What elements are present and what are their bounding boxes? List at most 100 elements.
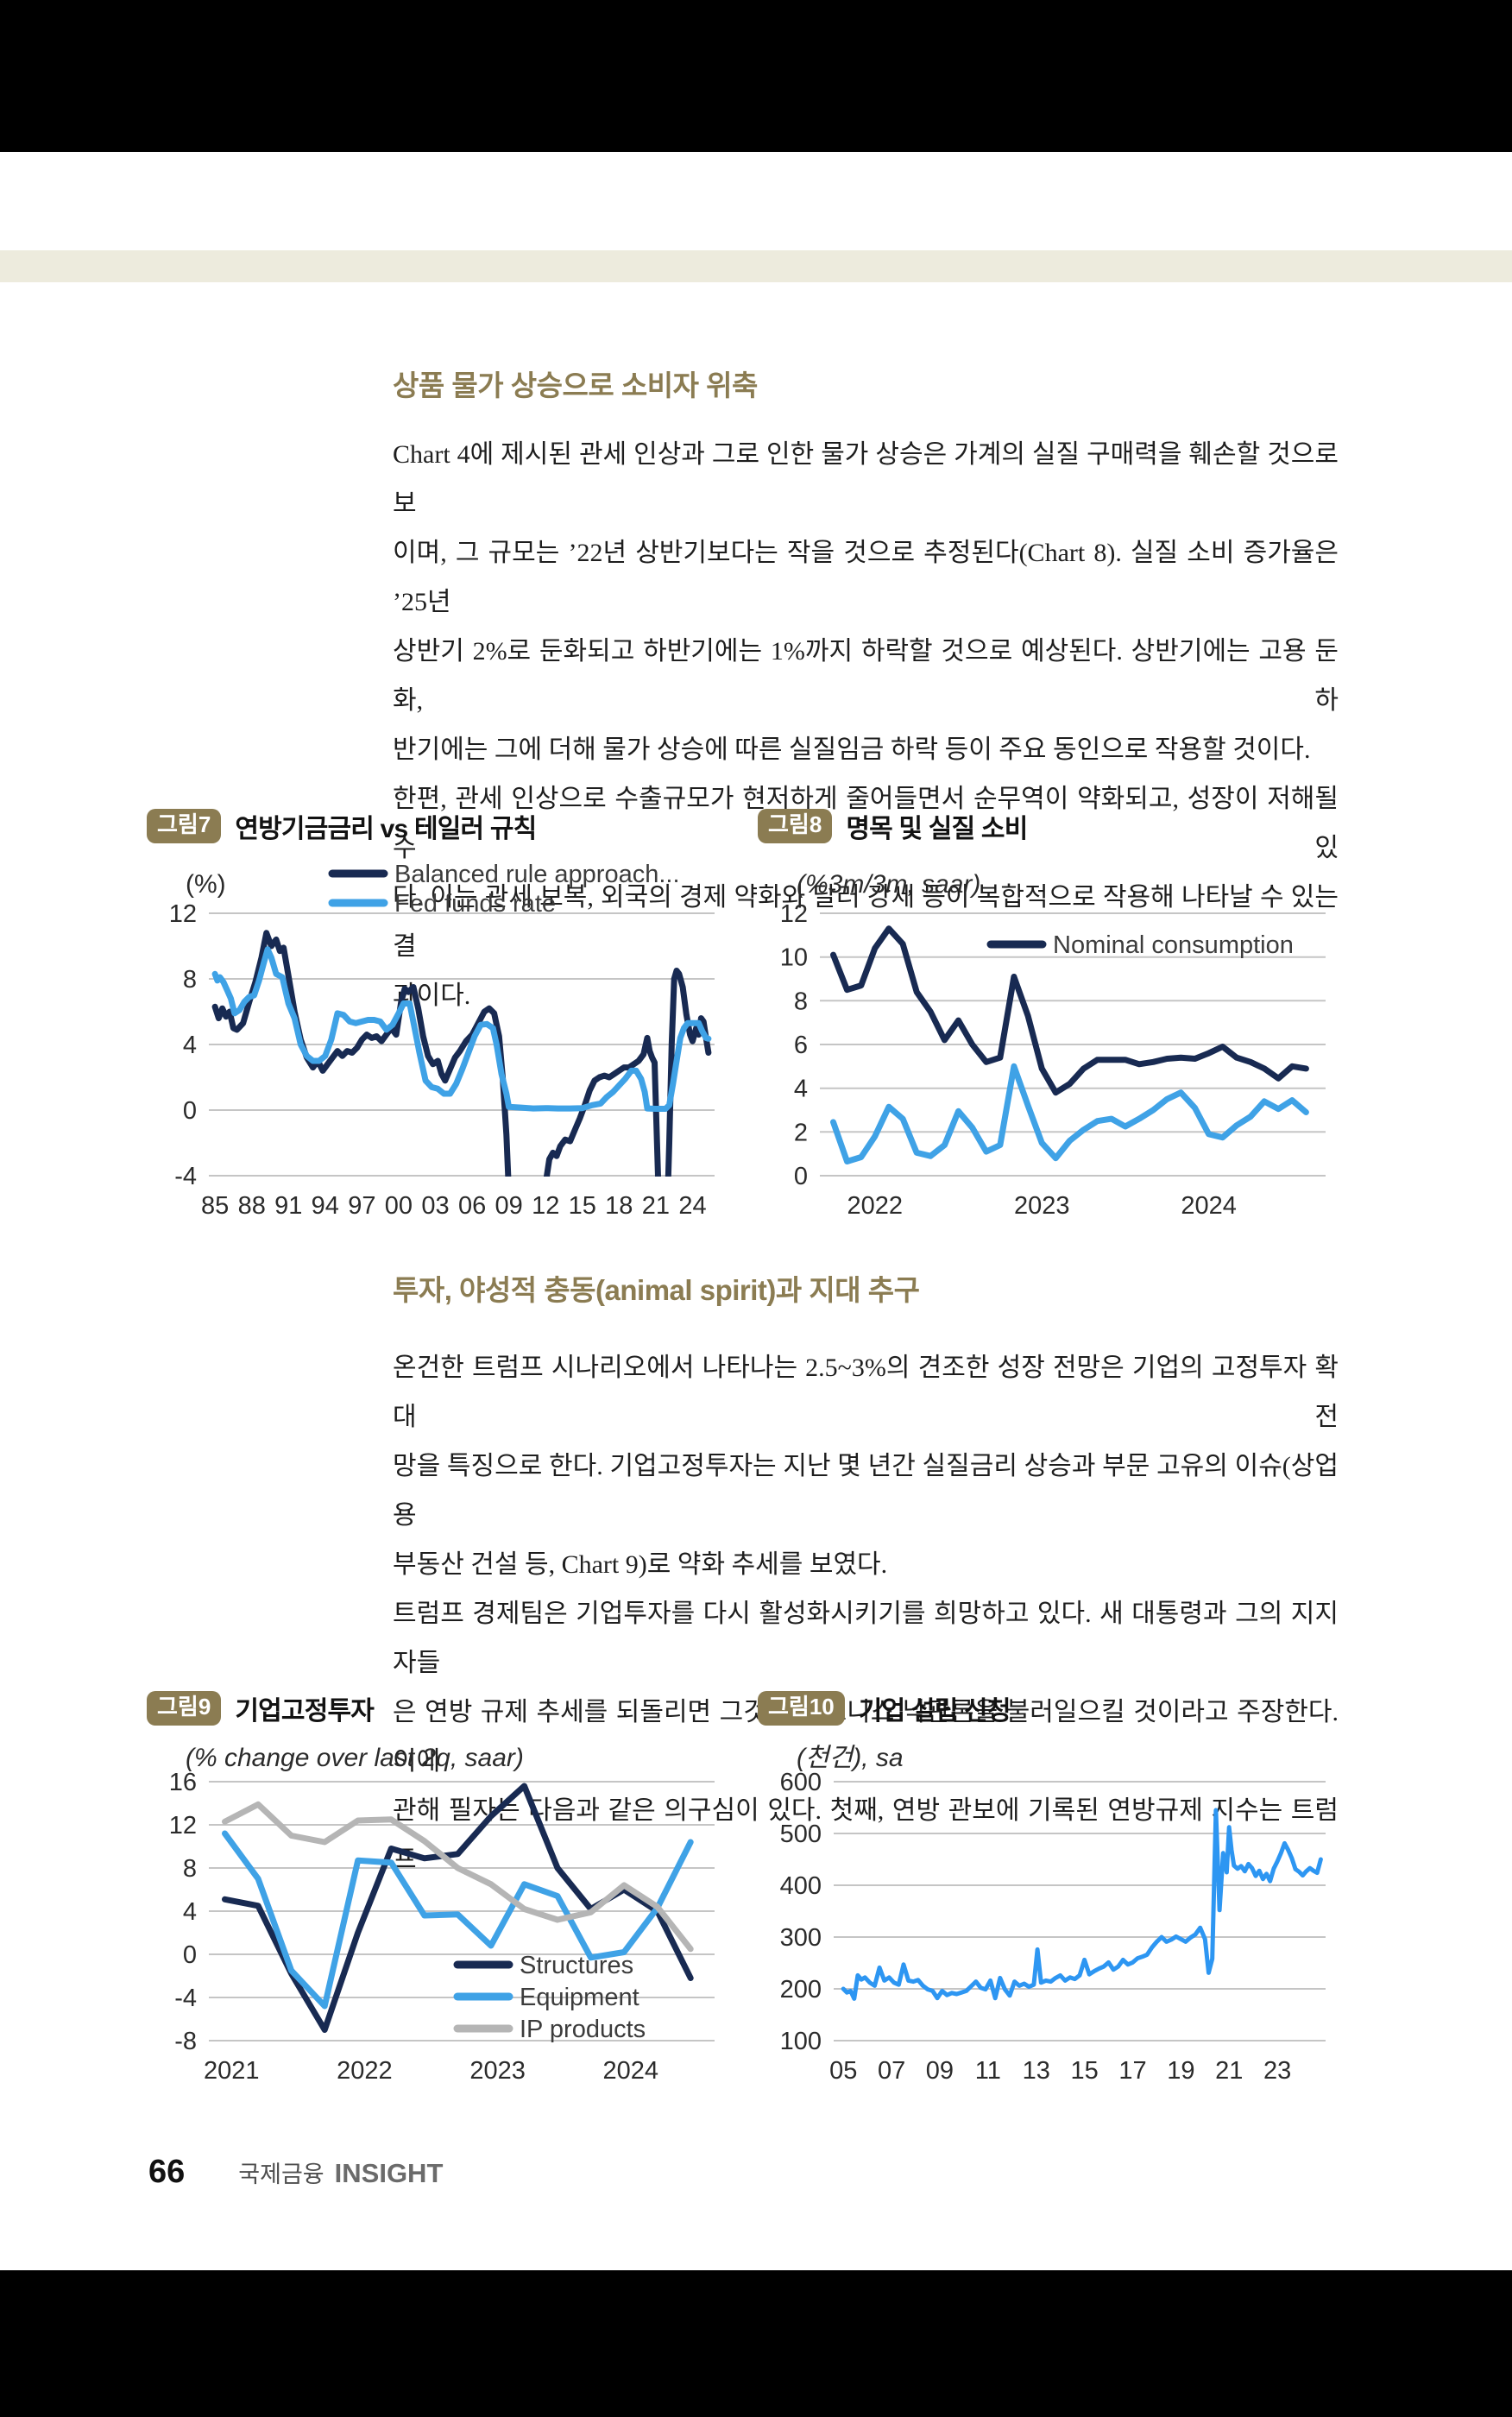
svg-text:2024: 2024 bbox=[1181, 1192, 1237, 1220]
figure-8-plot: 12 10 8 6 4 2 0 2022 2023 2024 (%3m/3m, saar) Nomin… bbox=[780, 870, 1326, 1220]
svg-text:4: 4 bbox=[794, 1076, 808, 1103]
figure-8-badge: 그림8 bbox=[758, 808, 833, 844]
svg-text:500: 500 bbox=[780, 1821, 822, 1848]
paragraph-line: 한편, 관세 인상으로 수출규모가 현저하게 줄어들면서 순무역이 약화되고, … bbox=[393, 785, 1339, 862]
svg-text:600: 600 bbox=[780, 1769, 822, 1796]
svg-text:05: 05 bbox=[829, 2057, 857, 2085]
figure-7-plot: 12 8 4 0 -485 88 91 94 97 00 03 06 09 12 15 18 21 24 (%) Ba… bbox=[169, 861, 715, 1220]
figure-10-title: 기업 설립 신청 bbox=[858, 1697, 1011, 1726]
svg-text:Equipment: Equipment bbox=[520, 1984, 639, 2011]
svg-text:12: 12 bbox=[780, 900, 808, 928]
section-heading-consumer: 상품 물가 상승으로 소비자 위축 bbox=[393, 369, 758, 401]
svg-text:(천건), sa: (천건), sa bbox=[797, 1744, 904, 1772]
svg-text:12: 12 bbox=[169, 1812, 197, 1840]
svg-text:18: 18 bbox=[605, 1192, 633, 1220]
figure-9-badge: 그림9 bbox=[147, 1690, 222, 1726]
figure-10-plot: 600 500 400 300 200 100 05 07 09 11 13 15 17 19 21 23 (천… bbox=[780, 1744, 1326, 2085]
svg-text:12: 12 bbox=[532, 1192, 559, 1220]
svg-text:00: 00 bbox=[385, 1192, 413, 1220]
svg-text:2022: 2022 bbox=[847, 1192, 904, 1220]
svg-text:2021: 2021 bbox=[204, 2057, 260, 2085]
svg-text:(%3m/3m, saar): (%3m/3m, saar) bbox=[797, 870, 980, 899]
figure-7: 그림7 연방기금금리 vs 테일러 규칙 12 8 4 0 -4 85 88 91 94 97 00… bbox=[147, 801, 727, 1235]
paragraph-line: 온건한 트럼프 시나리오에서 나타나는 2.5~3%의 견조한 성장 전망은 기… bbox=[393, 1354, 1339, 1431]
svg-text:15: 15 bbox=[1070, 2057, 1098, 2085]
svg-text:2023: 2023 bbox=[469, 2057, 526, 2085]
figure-8-header: 그림8 명목 및 실질 소비 bbox=[758, 801, 1338, 851]
brand-text: 국제금융 INSIGHT bbox=[238, 2155, 443, 2189]
svg-text:09: 09 bbox=[926, 2057, 954, 2085]
svg-text:8: 8 bbox=[183, 966, 197, 994]
top-letterbox-bar bbox=[0, 0, 1512, 152]
svg-text:2022: 2022 bbox=[337, 2057, 393, 2085]
figure-9-header: 그림9 기업고정투자 bbox=[147, 1683, 727, 1733]
svg-text:23: 23 bbox=[1263, 2057, 1291, 2085]
svg-text:4: 4 bbox=[183, 1898, 197, 1926]
figure-9: 그림9 기업고정투자 16 12 8 4 0 -4 -8 2021 2022 2023 2024 (%… bbox=[147, 1683, 727, 2117]
svg-text:Fed funds rate: Fed funds rate bbox=[394, 890, 556, 918]
svg-text:-4: -4 bbox=[174, 1985, 197, 2012]
svg-text:0: 0 bbox=[794, 1163, 808, 1190]
svg-text:2024: 2024 bbox=[603, 2057, 659, 2085]
figure-8-title: 명목 및 실질 소비 bbox=[846, 815, 1028, 843]
svg-text:06: 06 bbox=[458, 1192, 486, 1220]
svg-text:16: 16 bbox=[169, 1769, 197, 1796]
paragraph-line: 은 연방 규제 추세를 되돌리면 그것이 비즈니스 낙관론을 불러일으킬 것이라… bbox=[393, 1698, 1339, 1776]
figure-8: 그림8 명목 및 실질 소비 12 10 8 6 4 2 0 2022 2023 2024 (%3m… bbox=[758, 801, 1338, 1235]
svg-text:13: 13 bbox=[1023, 2057, 1050, 2085]
paragraph-line: 상반기 2%로 둔화되고 하반기에는 1%까지 하락할 것으로 예상된다. 상반… bbox=[393, 637, 1339, 715]
page-number: 66 bbox=[148, 2154, 186, 2190]
svg-text:07: 07 bbox=[878, 2057, 905, 2085]
svg-text:03: 03 bbox=[421, 1192, 449, 1220]
svg-text:94: 94 bbox=[312, 1192, 339, 1220]
figure-10-badge: 그림10 bbox=[758, 1690, 845, 1726]
svg-text:2: 2 bbox=[794, 1119, 808, 1146]
section-heading-investment: 투자, 야성적 충동(animal spirit)과 지대 추구 bbox=[393, 1274, 920, 1306]
paragraph-line: 관해 필자는 다음과 같은 의구심이 있다. 첫째, 연방 관보에 기록된 연방… bbox=[393, 1796, 1339, 1874]
svg-text:11: 11 bbox=[975, 2057, 1001, 2085]
svg-text:17: 17 bbox=[1118, 2057, 1146, 2085]
svg-text:0: 0 bbox=[183, 1941, 197, 1969]
svg-text:Nominal consumption: Nominal consumption bbox=[1053, 931, 1294, 959]
svg-text:100: 100 bbox=[780, 2028, 822, 2055]
svg-text:Structures: Structures bbox=[520, 1952, 633, 1979]
paragraph-line: 다. 이는 관세 보복, 외국의 경제 약화와 달러 강세 등이 복합적으로 작… bbox=[393, 883, 1339, 961]
page-footer: 66 국제금융 INSIGHT bbox=[148, 2154, 443, 2191]
paragraph-line: 트럼프 경제팀은 기업투자를 다시 활성화시키기를 희망하고 있다. 새 대통령… bbox=[393, 1600, 1339, 1677]
body-paragraphs-consumer: Chart 4에 제시된 관세 인상과 그로 인한 물가 상승은 가계의 실질 … bbox=[393, 430, 1339, 1020]
svg-text:97: 97 bbox=[348, 1192, 375, 1220]
paragraph-line: 망을 특징으로 한다. 기업고정투자는 지난 몇 년간 실질금리 상승과 부문 … bbox=[393, 1452, 1339, 1530]
svg-text:400: 400 bbox=[780, 1872, 822, 1900]
paragraph-line: Chart 4에 제시된 관세 인상과 그로 인한 물가 상승은 가계의 실질 … bbox=[393, 440, 1339, 518]
svg-text:-4: -4 bbox=[174, 1163, 197, 1190]
svg-text:24: 24 bbox=[678, 1192, 706, 1220]
svg-text:10: 10 bbox=[780, 944, 808, 972]
svg-text:12: 12 bbox=[169, 900, 197, 928]
figure-10-header: 그림10 기업 설립 신청 bbox=[758, 1683, 1338, 1733]
svg-text:4: 4 bbox=[183, 1032, 197, 1059]
svg-text:(%): (%) bbox=[186, 870, 226, 899]
svg-text:Balanced rule approach...: Balanced rule approach... bbox=[394, 861, 680, 888]
svg-text:19: 19 bbox=[1167, 2057, 1194, 2085]
figure-9-title: 기업고정투자 bbox=[235, 1697, 375, 1726]
figure-7-header: 그림7 연방기금금리 vs 테일러 규칙 bbox=[147, 801, 727, 851]
svg-text:15: 15 bbox=[569, 1192, 596, 1220]
figure-7-badge: 그림7 bbox=[147, 808, 222, 844]
svg-text:09: 09 bbox=[495, 1192, 522, 1220]
svg-text:21: 21 bbox=[1215, 2057, 1243, 2085]
svg-text:8: 8 bbox=[794, 988, 808, 1015]
svg-text:IP products: IP products bbox=[520, 2016, 646, 2043]
body-paragraphs-investment: 온건한 트럼프 시나리오에서 나타나는 2.5~3%의 견조한 성장 전망은 기… bbox=[393, 1343, 1339, 1884]
svg-text:2023: 2023 bbox=[1014, 1192, 1070, 1220]
figure-9-plot: 16 12 8 4 0 -4 -8 2021 2022 2023 2024 (% change ove… bbox=[169, 1744, 715, 2085]
figure-10: 그림10 기업 설립 신청 600 500 400 300 200 100 05 07 09 11… bbox=[758, 1683, 1338, 2117]
svg-text:-8: -8 bbox=[174, 2028, 197, 2055]
svg-text:85: 85 bbox=[201, 1192, 229, 1220]
svg-text:(% change over last 2q, saar): (% change over last 2q, saar) bbox=[186, 1744, 524, 1772]
paragraph-line: 반기에는 그에 더해 물가 상승에 따른 실질임금 하락 등이 주요 동인으로 … bbox=[393, 735, 1311, 764]
paragraph-line: 이며, 그 규모는 ’22년 상반기보다는 작을 것으로 추정된다(Chart … bbox=[393, 539, 1339, 616]
svg-text:88: 88 bbox=[238, 1192, 266, 1220]
svg-text:6: 6 bbox=[794, 1032, 808, 1059]
brand-korean: 국제금융 bbox=[238, 2161, 324, 2187]
